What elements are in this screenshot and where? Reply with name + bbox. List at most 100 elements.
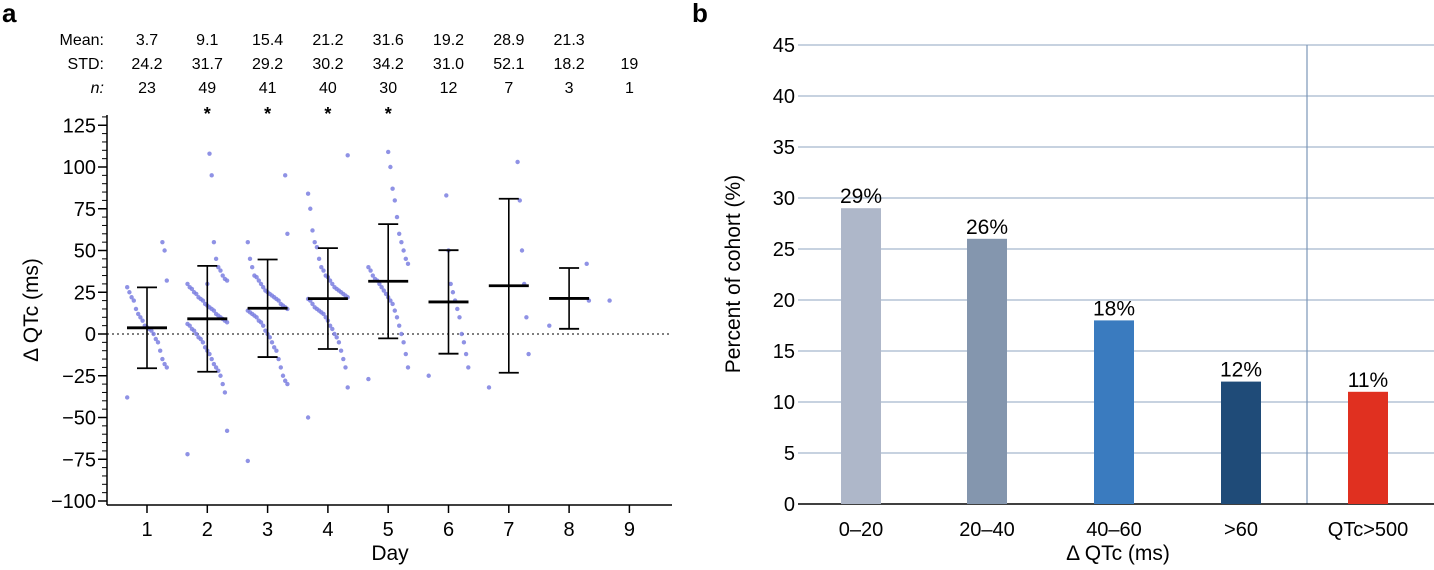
data-point-day-3 <box>276 356 281 362</box>
data-point-day-3 <box>272 345 277 350</box>
y-tick-label: 25 <box>74 282 96 304</box>
data-point-day-4 <box>319 265 324 270</box>
data-point-day-3 <box>245 239 250 245</box>
data-point-day-6 <box>463 351 469 357</box>
data-point-day-5 <box>390 301 395 307</box>
data-point-day-2 <box>207 351 212 357</box>
stat-mean-day-1: 3.7 <box>136 32 158 49</box>
data-point-day-5 <box>388 164 393 170</box>
x-axis: 1 2 3 4 5 6 7 8 9 <box>141 505 635 541</box>
data-point-day-4 <box>338 348 344 353</box>
data-point-day-5 <box>370 273 375 278</box>
data-point-day-1 <box>155 340 161 345</box>
data-point-day-4 <box>343 365 348 370</box>
error-bars <box>127 197 590 374</box>
panel-b-letter: b <box>692 0 708 28</box>
y-tick-label: 35 <box>773 137 795 159</box>
data-point-day-5 <box>379 285 384 290</box>
std-row-label: STD: <box>68 56 104 73</box>
stat-mean-day-2: 9.1 <box>196 32 218 49</box>
data-point-day-5 <box>388 298 393 303</box>
data-point-day-4 <box>330 281 335 287</box>
data-point-day-5 <box>405 261 411 267</box>
y-tick-label: 25 <box>773 239 795 261</box>
data-point-day-3 <box>252 273 257 278</box>
y-tick-label: 45 <box>773 35 795 57</box>
y-tick-label: 5 <box>784 443 795 465</box>
data-point-day-5 <box>381 288 386 293</box>
data-point-day-2 <box>207 151 212 156</box>
data-point-day-2 <box>202 345 208 350</box>
bar-value-label: 26% <box>966 216 1008 239</box>
data-point-day-3 <box>245 458 250 464</box>
data-point-day-2 <box>196 335 201 340</box>
panel-a-chart: Mean: STD: n: 3.724.2239.131.749*15.429.… <box>20 32 672 565</box>
stats-table: Mean: STD: n: 3.7 24.2 23 9.1 31.7 49 * 15.4 29.… <box>60 32 639 124</box>
data-point-day-5 <box>368 268 373 273</box>
data-point-day-5 <box>405 365 411 370</box>
data-point-day-4 <box>310 228 315 233</box>
y-tick-label: −100 <box>51 491 96 513</box>
y-axis-title: Percent of cohort (%) <box>722 175 745 373</box>
data-point-day-1 <box>162 361 167 367</box>
data-point-day-3 <box>274 348 279 353</box>
data-point-day-2 <box>224 428 230 434</box>
data-point-day-5 <box>403 256 408 262</box>
stat-n-day-2: 49 <box>198 80 216 97</box>
data-point-day-2 <box>185 281 190 287</box>
data-point-day-6 <box>450 290 456 295</box>
data-point-day-4 <box>332 285 337 290</box>
data-point-day-7 <box>524 315 529 320</box>
x-tick-label: 20–40 <box>959 519 1015 541</box>
stat-n-day-7: 7 <box>504 80 513 97</box>
data-point-day-8 <box>547 323 552 328</box>
n-row-label: n: <box>91 80 104 97</box>
panel-a-letter: a <box>2 0 17 28</box>
data-point-day-4 <box>308 206 313 211</box>
bar-value-label: 11% <box>1348 369 1388 392</box>
data-point-day-1 <box>164 365 169 370</box>
bar-40–60 <box>1094 320 1134 504</box>
data-point-day-7 <box>519 248 525 253</box>
data-point-day-5 <box>401 340 406 345</box>
data-point-day-3 <box>250 265 255 270</box>
y-axis-title: Δ QTc (ms) <box>20 258 43 362</box>
data-point-day-5 <box>397 323 402 328</box>
bar->60 <box>1221 381 1261 504</box>
stat-std-day-9: 19 <box>621 56 639 73</box>
data-point-day-2 <box>194 331 199 337</box>
data-point-day-2 <box>222 390 228 395</box>
data-point-day-5 <box>397 231 402 236</box>
stat-mean-day-8: 21.3 <box>554 32 585 49</box>
data-point-day-2 <box>209 356 214 362</box>
stat-std-day-2: 31.7 <box>192 56 223 73</box>
stat-n-day-5: 30 <box>379 80 397 97</box>
y-tick-label: 40 <box>773 86 795 108</box>
y-axis: 125 100 75 50 25 0 −25 −50 −75 −100 <box>51 115 107 513</box>
data-point-day-2 <box>189 326 195 332</box>
y-tick-label: 100 <box>63 157 96 179</box>
stat-std-day-5: 34.2 <box>373 56 404 73</box>
bars: 29% 26% 18% 12% 11% <box>840 185 1388 505</box>
data-point-day-7 <box>515 159 520 165</box>
data-point-day-2 <box>220 381 225 387</box>
data-point-day-2 <box>191 290 197 295</box>
y-tick-label: 50 <box>74 241 96 263</box>
data-point-day-4 <box>321 268 326 273</box>
data-point-day-6 <box>455 306 460 312</box>
y-tick-label: 0 <box>85 324 96 346</box>
data-point-day-4 <box>312 305 317 310</box>
data-point-day-5 <box>392 198 397 203</box>
stat-n-day-1: 23 <box>138 80 156 97</box>
data-point-day-2 <box>222 276 228 282</box>
data-point-day-2 <box>218 268 223 273</box>
y-tick-label: −25 <box>62 366 96 388</box>
data-point-day-2 <box>213 256 219 262</box>
data-point-day-1 <box>131 298 136 303</box>
data-point-day-3 <box>263 288 268 293</box>
data-point-day-1 <box>164 278 169 283</box>
data-point-day-2 <box>211 239 217 245</box>
data-point-day-4 <box>334 335 339 340</box>
stat-mean-day-7: 28.9 <box>493 32 524 49</box>
data-point-day-4 <box>345 153 350 158</box>
